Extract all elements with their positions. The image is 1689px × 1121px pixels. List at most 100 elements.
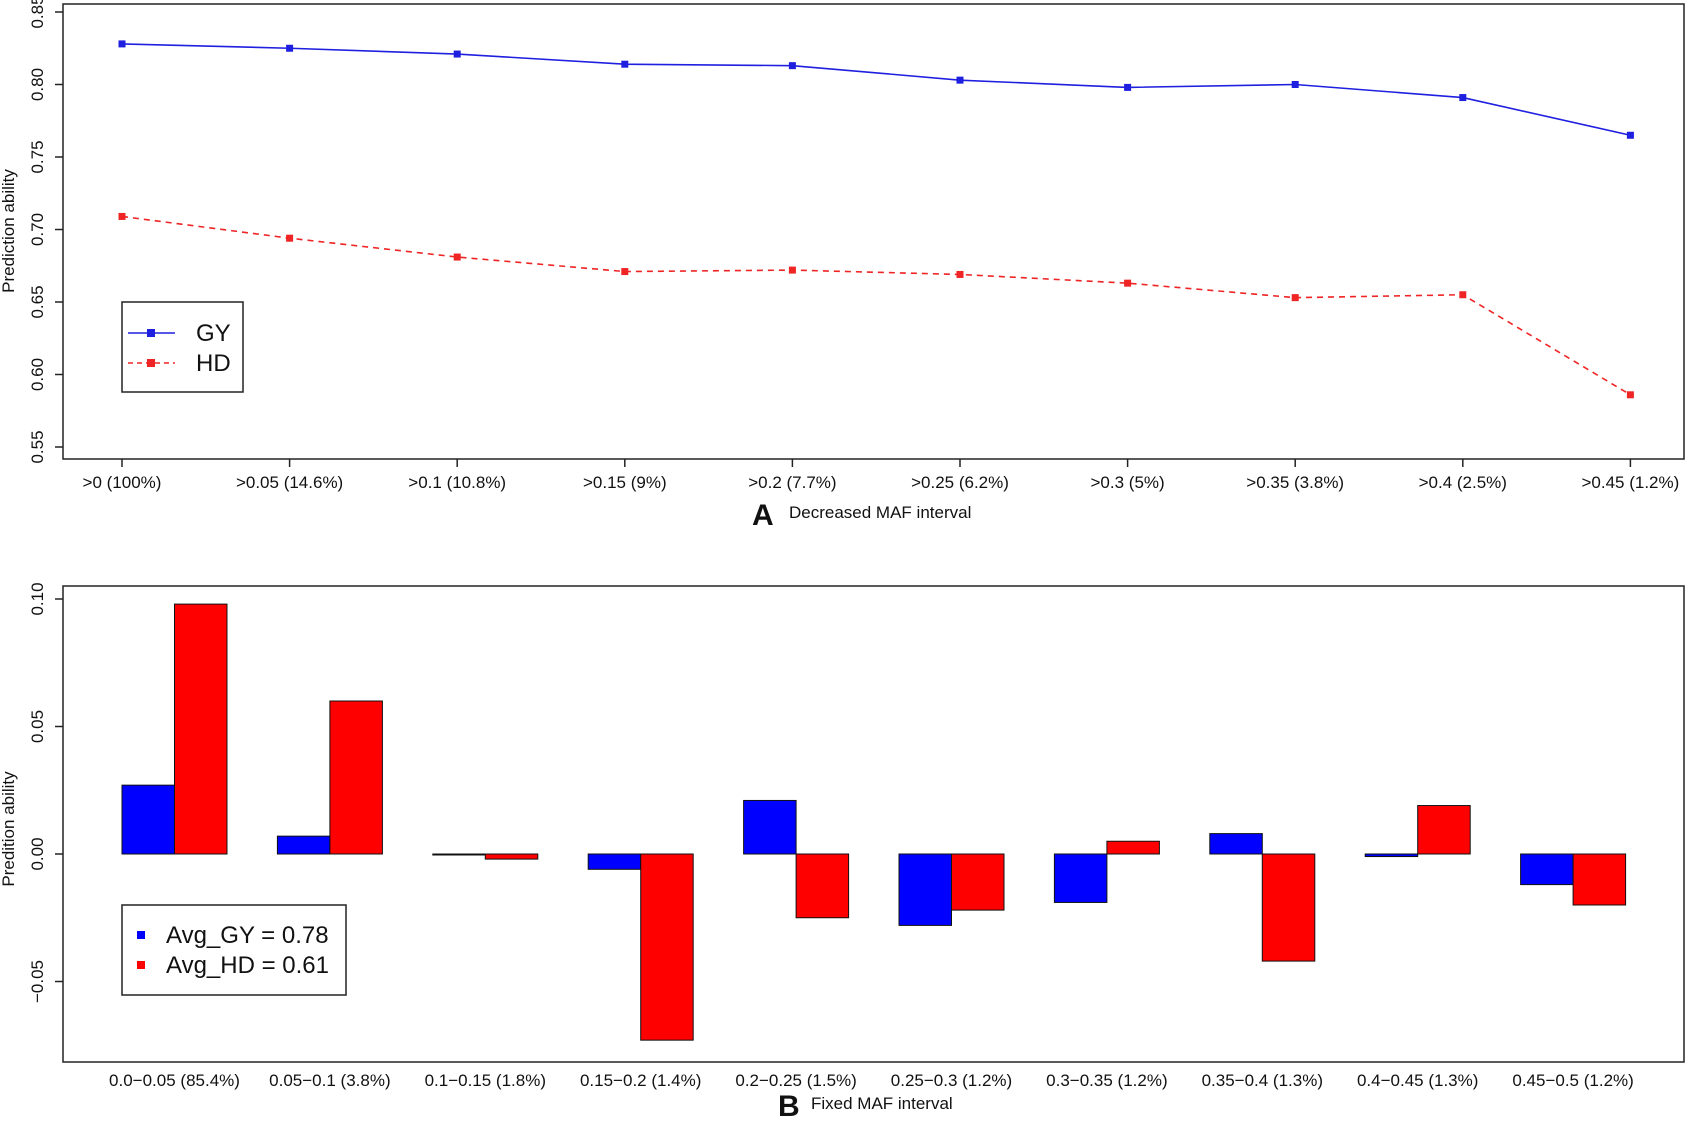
panel-b-x-label: Fixed MAF interval — [811, 1094, 953, 1113]
point-gy — [621, 60, 629, 68]
b-xtick-label: 0.2−0.25 (1.5%) — [735, 1071, 856, 1090]
bar-hd — [1261, 853, 1316, 962]
bar-hd — [329, 700, 383, 855]
bar-gy — [1053, 853, 1108, 903]
legend-hd-label: HD — [196, 350, 231, 377]
bar-gy — [276, 835, 331, 855]
point-hd — [118, 212, 126, 220]
panel-a-series — [118, 40, 1634, 399]
a-xtick-label: >0.05 (14.6%) — [236, 473, 343, 492]
panel-a-legend: GY HD — [121, 301, 244, 393]
a-ytick-label: 0.85 — [28, 0, 47, 29]
b-xtick-label: 0.4−0.45 (1.3%) — [1357, 1071, 1478, 1090]
bar-hd — [1106, 840, 1160, 855]
panel-a-y-label: Prediction ability — [0, 169, 18, 293]
a-ytick-label: 0.80 — [28, 68, 47, 101]
legend-gy-marker — [147, 329, 155, 337]
point-gy — [956, 76, 964, 84]
bar-gy — [1209, 833, 1263, 855]
point-gy — [453, 50, 461, 58]
panel-a-line-chart: 0.550.600.650.700.750.800.85 >0 (100%) >0… — [0, 0, 1685, 532]
bar-gy — [898, 853, 952, 926]
a-xtick-label: >0.2 (7.7%) — [748, 473, 836, 492]
point-hd — [956, 270, 964, 278]
a-xtick-label: >0.15 (9%) — [583, 473, 667, 492]
legend-avg-gy-label: Avg_GY = 0.78 — [166, 922, 329, 949]
bar-gy — [587, 853, 642, 870]
point-gy — [1124, 83, 1132, 91]
a-ytick-label: 0.60 — [28, 358, 47, 391]
legend-gy-label: GY — [196, 320, 231, 347]
a-xtick-label: >0.45 (1.2%) — [1581, 473, 1679, 492]
panel-a-y-axis: 0.55 0.60 0.65 0.70 0.75 0.80 0.85 — [28, 0, 63, 464]
a-xtick-label: >0.4 (2.5%) — [1419, 473, 1507, 492]
bar-gy — [1364, 853, 1419, 858]
b-xtick-label: 0.25−0.3 (1.2%) — [891, 1071, 1012, 1090]
panel-a-plot-frame — [62, 3, 1685, 460]
b-ytick-label: −0.05 — [28, 960, 47, 1003]
panel-b-legend-box — [121, 904, 347, 996]
a-ytick-label: 0.65 — [28, 285, 47, 318]
panel-a-x-axis: >0 (100%) >0.05 (14.6%) >0.1 (10.8%) >0.15 … — [83, 459, 1679, 492]
bar-hd — [484, 853, 539, 860]
a-xtick-label: >0.1 (10.8%) — [408, 473, 506, 492]
bar-hd — [640, 853, 694, 1041]
panel-a-letter: A — [752, 499, 774, 532]
a-xtick-label: >0.25 (6.2%) — [911, 473, 1009, 492]
b-xtick-label: 0.05−0.1 (3.8%) — [269, 1071, 390, 1090]
bar-hd — [951, 853, 1005, 911]
bar-hd — [174, 603, 228, 855]
point-hd — [1459, 291, 1467, 299]
panel-b-letter: B — [778, 1090, 800, 1121]
a-xtick-label: >0.3 (5%) — [1091, 473, 1165, 492]
point-gy — [286, 44, 294, 52]
a-xtick-label: >0 (100%) — [83, 473, 162, 492]
legend-avg-hd-marker — [137, 961, 145, 969]
panel-b-y-axis: −0.05 0.00 0.05 0.10 — [28, 582, 63, 1003]
point-gy — [788, 62, 796, 70]
point-hd — [286, 234, 294, 242]
point-hd — [1626, 391, 1634, 399]
b-ytick-label: 0.00 — [28, 837, 47, 870]
point-gy — [1459, 94, 1467, 102]
point-hd — [788, 266, 796, 274]
bar-gy — [743, 799, 797, 855]
legend-hd-marker — [147, 359, 155, 367]
bar-hd — [1417, 805, 1471, 855]
b-xtick-label: 0.45−0.5 (1.2%) — [1512, 1071, 1633, 1090]
b-xtick-label: 0.35−0.4 (1.3%) — [1202, 1071, 1323, 1090]
bar-gy — [1520, 853, 1574, 886]
legend-avg-hd-label: Avg_HD = 0.61 — [166, 952, 329, 979]
bar-gy — [121, 784, 175, 855]
panel-a-legend-box — [121, 301, 244, 393]
bar-gy — [432, 853, 486, 856]
panel-b-y-label: Predition ability — [0, 771, 18, 887]
a-ytick-label: 0.75 — [28, 140, 47, 173]
point-hd — [1291, 294, 1299, 302]
b-xtick-label: 0.1−0.15 (1.8%) — [425, 1071, 546, 1090]
panel-a-x-label: Decreased MAF interval — [789, 503, 971, 522]
b-xtick-label: 0.3−0.35 (1.2%) — [1046, 1071, 1167, 1090]
legend-avg-gy-marker — [137, 931, 145, 939]
series-line-gy — [121, 43, 1631, 137]
b-ytick-label: 0.05 — [28, 710, 47, 743]
point-hd — [621, 268, 629, 276]
point-hd — [453, 253, 461, 261]
panel-b-x-axis: 0.0−0.05 (85.4%) 0.05−0.1 (3.8%) 0.1−0.15 … — [109, 1071, 1634, 1090]
point-gy — [118, 40, 126, 48]
panel-b-series — [121, 603, 1627, 1041]
a-ytick-label: 0.55 — [28, 430, 47, 463]
panel-b-plot-frame — [62, 585, 1685, 1063]
panel-b-legend: Avg_GY = 0.78 Avg_HD = 0.61 — [121, 904, 347, 996]
series-line-hd — [121, 215, 1631, 396]
b-xtick-label: 0.15−0.2 (1.4%) — [580, 1071, 701, 1090]
point-gy — [1291, 81, 1299, 88]
bar-hd — [1572, 853, 1627, 906]
b-xtick-label: 0.0−0.05 (85.4%) — [109, 1071, 240, 1090]
a-xtick-label: >0.35 (3.8%) — [1246, 473, 1344, 492]
point-gy — [1626, 131, 1634, 139]
bar-hd — [795, 853, 850, 919]
b-ytick-label: 0.10 — [28, 582, 47, 615]
point-hd — [1124, 279, 1132, 287]
